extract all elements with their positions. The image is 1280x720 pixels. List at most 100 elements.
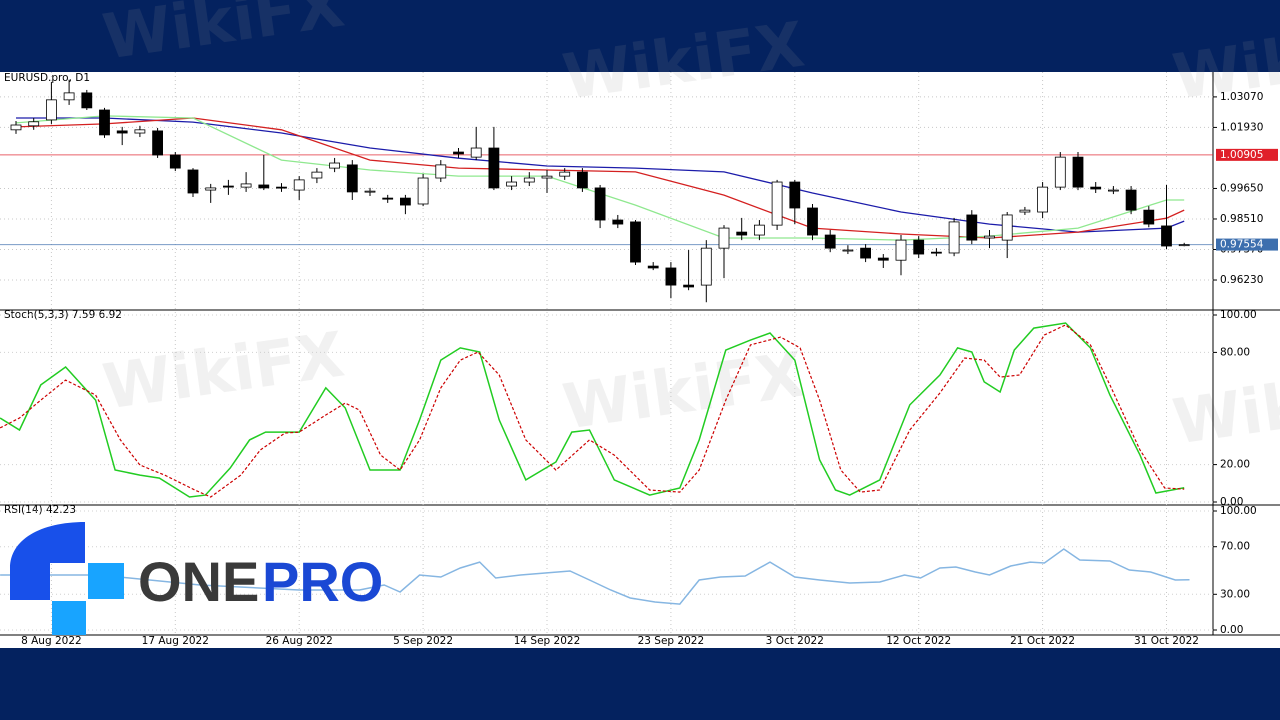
candle-body (187, 169, 199, 194)
candle-body (435, 164, 447, 179)
y-tick-label: 70.00 (1220, 541, 1250, 553)
chart-title: EURUSD.pro, D1 (4, 72, 90, 84)
x-tick-label: 23 Sep 2022 (638, 635, 705, 647)
y-tick-label: 1.01930 (1220, 121, 1263, 133)
candle-body (506, 181, 518, 187)
y-tick-label: 30.00 (1220, 588, 1250, 600)
candle-body (1125, 189, 1137, 211)
logo: ONE PRO (10, 522, 383, 635)
price-label: 0.97554 (1220, 239, 1264, 251)
x-tick-label: 31 Oct 2022 (1134, 635, 1199, 647)
candle-body (258, 184, 270, 189)
candle-body (860, 247, 871, 259)
candle-body (630, 221, 641, 263)
candle-body (240, 183, 252, 188)
candle-body (382, 197, 394, 200)
candle-body (948, 221, 960, 254)
x-tick-label: 8 Aug 2022 (21, 635, 82, 647)
candle-body (276, 186, 287, 189)
candle-body (931, 251, 942, 254)
indicator-line (0, 322, 1185, 498)
candle-body (647, 265, 659, 269)
candle-body (594, 187, 606, 221)
x-tick-label: 17 Aug 2022 (142, 635, 209, 647)
y-tick-label: 0.98510 (1220, 213, 1263, 225)
candle-body (966, 214, 978, 241)
y-tick-label: 100.00 (1220, 309, 1257, 321)
candle-body (99, 109, 110, 136)
indicator-title: RSI(14) 42.23 (4, 504, 76, 516)
candle-body (665, 267, 677, 286)
candle-body (169, 154, 181, 169)
logo-mark (10, 522, 85, 600)
candle-body (116, 130, 128, 134)
candle-body (63, 92, 75, 101)
candle-body (807, 207, 818, 236)
indicator-line (0, 548, 1190, 605)
candle-body (913, 239, 925, 255)
candle-body (683, 284, 694, 288)
logo-text: PRO (262, 550, 383, 613)
candle-body (152, 130, 164, 156)
y-tick-label: 20.00 (1220, 459, 1250, 471)
candle-body (293, 179, 305, 191)
price-label-box (1216, 148, 1278, 161)
candle-body (1037, 186, 1048, 213)
candle-body (559, 171, 571, 177)
logo-text: ONE (138, 550, 259, 613)
price-label: 1.00905 (1220, 149, 1263, 161)
y-tick-label: 0.99650 (1220, 182, 1263, 194)
indicator-line (0, 324, 1185, 498)
candle-body (311, 171, 323, 179)
candle-body (541, 175, 553, 179)
y-tick-label: 0.96230 (1220, 274, 1263, 286)
y-tick-label: 1.03070 (1220, 91, 1263, 103)
candle-body (789, 181, 801, 209)
candle-body (81, 92, 93, 109)
candle-body (1143, 209, 1155, 225)
y-tick-label: 100.00 (1220, 505, 1257, 517)
candle-body (1072, 156, 1084, 188)
candle-body (842, 249, 854, 252)
candle-body (134, 129, 146, 134)
moving-average (15, 115, 1185, 241)
candle-body (984, 235, 995, 239)
logo-square (52, 601, 86, 635)
top-band (0, 0, 1280, 72)
y-tick-label: 80.00 (1220, 346, 1250, 358)
indicator-title: Stoch(5,3,3) 7.59 6.92 (4, 309, 122, 321)
candle-body (488, 147, 500, 189)
candle-body (346, 164, 358, 193)
x-tick-label: 26 Aug 2022 (266, 635, 333, 647)
candle-body (453, 151, 464, 155)
candle-body (417, 177, 429, 205)
candle-body (28, 121, 40, 127)
candle-body (718, 227, 730, 249)
y-tick-label: 0.00 (1220, 496, 1243, 508)
x-tick-label: 12 Oct 2022 (886, 635, 951, 647)
x-tick-label: 21 Oct 2022 (1010, 635, 1075, 647)
candle-body (1161, 225, 1172, 247)
candle-body (736, 231, 748, 236)
candle-body (364, 190, 376, 193)
candle-body (895, 239, 907, 261)
candle-body (877, 257, 889, 261)
candle-body (771, 181, 783, 226)
candle-body (1001, 214, 1013, 241)
candle-body (329, 162, 341, 169)
candle-body (1019, 209, 1031, 213)
y-tick-label: 0.00 (1220, 624, 1243, 636)
candle-body (700, 247, 712, 286)
candle-body (523, 177, 535, 183)
candle-body (1178, 244, 1190, 247)
moving-average (15, 117, 1185, 239)
candle-body (754, 224, 765, 236)
logo-square (88, 563, 124, 599)
candle-body (1054, 156, 1066, 188)
candle-body (222, 185, 234, 188)
bottom-band (0, 648, 1280, 720)
candle-body (1090, 186, 1102, 190)
candle-body (46, 99, 57, 121)
candle-body (399, 197, 411, 206)
